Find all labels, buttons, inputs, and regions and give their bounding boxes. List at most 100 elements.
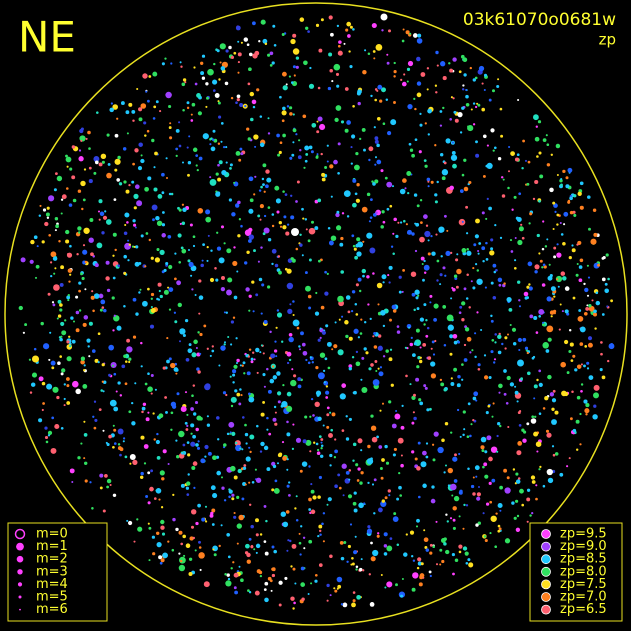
star <box>607 277 610 281</box>
star <box>409 383 412 386</box>
star <box>288 75 291 78</box>
star <box>528 286 533 291</box>
star <box>560 271 566 276</box>
star <box>148 559 151 562</box>
star <box>585 403 590 408</box>
star <box>492 295 497 300</box>
star <box>591 299 594 302</box>
star <box>426 326 430 330</box>
star <box>388 400 392 404</box>
star <box>413 308 416 312</box>
star <box>535 125 538 128</box>
star <box>290 194 293 197</box>
legend-label: zp=8.0 <box>560 564 607 579</box>
star <box>249 91 255 97</box>
star <box>586 264 589 267</box>
star <box>205 82 209 86</box>
star <box>578 309 582 312</box>
star <box>255 477 262 483</box>
star <box>217 142 221 145</box>
star <box>496 450 499 453</box>
star <box>97 210 101 213</box>
star <box>346 120 351 125</box>
star <box>230 404 234 408</box>
star <box>48 195 55 202</box>
star <box>477 103 481 107</box>
star <box>335 72 340 76</box>
star <box>453 495 460 502</box>
star <box>454 558 459 563</box>
star <box>368 146 374 152</box>
star <box>436 279 439 282</box>
star <box>555 143 561 149</box>
star <box>340 120 345 124</box>
star <box>91 290 94 293</box>
legend-marker <box>18 595 22 599</box>
star <box>522 139 526 143</box>
star <box>246 559 251 564</box>
star <box>195 427 199 432</box>
star <box>235 361 239 365</box>
star <box>334 117 339 123</box>
star <box>87 345 90 348</box>
star <box>442 305 447 309</box>
star <box>490 319 494 323</box>
star <box>116 325 122 331</box>
star <box>244 261 248 265</box>
star <box>474 234 479 239</box>
star <box>405 30 410 35</box>
star <box>489 500 493 504</box>
star <box>49 261 53 264</box>
star <box>248 208 254 214</box>
star <box>211 345 214 348</box>
star <box>237 52 242 57</box>
star <box>290 565 293 568</box>
star <box>481 211 485 215</box>
star <box>607 359 610 363</box>
star <box>259 351 262 354</box>
star <box>434 200 438 204</box>
star <box>359 332 363 335</box>
star <box>423 259 426 263</box>
star <box>167 286 170 289</box>
star <box>106 478 112 484</box>
star <box>60 212 63 215</box>
star <box>356 479 360 482</box>
star <box>490 238 494 242</box>
star <box>165 410 168 414</box>
star <box>457 374 461 379</box>
star <box>416 365 420 369</box>
star <box>511 208 514 211</box>
star <box>424 164 428 168</box>
star <box>593 392 599 399</box>
star <box>336 84 340 88</box>
star <box>187 473 190 476</box>
star <box>482 134 487 139</box>
star <box>453 110 457 114</box>
star <box>221 486 225 490</box>
star <box>285 83 288 86</box>
star <box>286 484 290 488</box>
star <box>480 445 485 450</box>
star <box>272 24 276 28</box>
star <box>522 438 527 443</box>
star <box>429 543 433 547</box>
star <box>512 341 517 346</box>
star <box>77 189 82 193</box>
star <box>126 132 129 135</box>
star <box>556 173 559 177</box>
legend-marker <box>541 604 551 615</box>
star <box>563 339 569 345</box>
star <box>498 383 503 389</box>
star <box>71 175 76 180</box>
star <box>59 303 63 307</box>
star <box>218 364 221 367</box>
star <box>132 119 135 122</box>
star <box>565 184 570 189</box>
star <box>503 392 507 396</box>
star <box>531 511 534 515</box>
star <box>140 365 143 368</box>
star <box>593 309 597 314</box>
star <box>248 294 252 298</box>
star <box>205 105 208 108</box>
